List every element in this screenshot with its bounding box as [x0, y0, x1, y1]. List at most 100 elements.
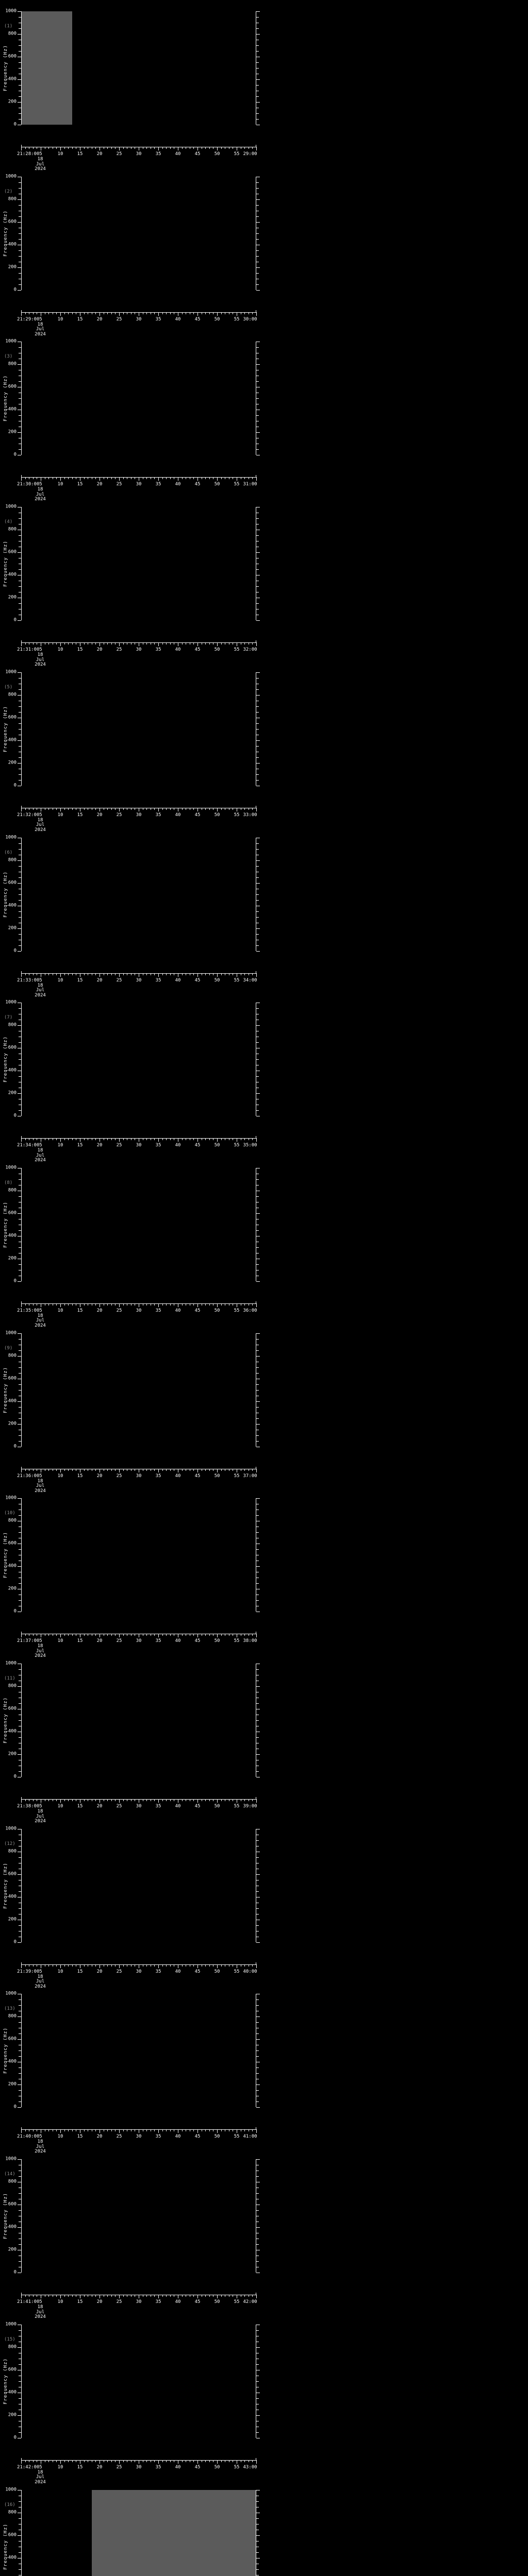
x-tick-label: 15 [77, 1804, 83, 1809]
x-tick [154, 973, 155, 975]
y-tick-label: 1000 [5, 8, 16, 14]
x-tick [162, 147, 163, 149]
y-tick [256, 2193, 259, 2194]
x-tick [25, 2129, 26, 2132]
x-tick [193, 1138, 194, 1141]
x-tick-label: 5 [39, 316, 42, 322]
x-tick [21, 973, 22, 977]
y-tick [19, 917, 21, 918]
x-tick [221, 312, 222, 314]
x-tick [162, 2295, 163, 2297]
x-tick [64, 1138, 65, 1141]
x-tick [32, 147, 34, 149]
y-tick-label: 1000 [5, 1330, 16, 1336]
y-tick [256, 2033, 259, 2035]
y-tick [256, 694, 260, 696]
y-tick [18, 2415, 21, 2416]
x-axis-date-label: 18 Jul 2024 [35, 983, 46, 998]
x-tick [84, 1799, 85, 1801]
x-tick [48, 642, 50, 645]
x-tick [21, 147, 22, 150]
x-tick [95, 1634, 96, 1636]
x-tick [123, 973, 124, 975]
x-tick [21, 2460, 22, 2464]
y-tick [18, 1093, 21, 1094]
x-tick [244, 2295, 245, 2297]
y-tick [256, 728, 259, 730]
x-tick-label: 25 [116, 1143, 122, 1148]
y-tick [256, 449, 259, 450]
y-tick [256, 1372, 259, 1374]
y-tick [19, 1435, 21, 1436]
y-tick [18, 1025, 21, 1026]
y-tick [256, 2535, 260, 2536]
x-tick-label: 25 [116, 1308, 122, 1313]
y-tick [256, 951, 260, 952]
date-line: 2024 [35, 331, 46, 337]
y-tick-label: 1000 [5, 1660, 16, 1666]
x-tick [217, 1964, 218, 1968]
y-tick [19, 28, 21, 29]
x-tick [72, 1634, 73, 1636]
x-tick [64, 2295, 65, 2297]
x-tick [48, 2295, 50, 2297]
y-tick [256, 689, 259, 690]
x-tick-label: 35 [155, 482, 161, 487]
x-tick [162, 2460, 163, 2462]
y-tick [256, 199, 260, 200]
x-tick [119, 642, 120, 647]
x-tick [170, 973, 171, 975]
y-tick-label: 400 [8, 1398, 16, 1404]
x-tick-label: 45 [194, 1804, 201, 1809]
plot-area: 0 200 400 600 800 1000 Frequency (Hz) [3, 2157, 260, 2275]
y-tick [18, 1281, 21, 1282]
y-tick-label: 800 [8, 857, 16, 862]
y-tick [19, 68, 21, 69]
x-tick [193, 973, 194, 975]
x-tick [95, 1964, 96, 1967]
x-tick [166, 973, 167, 975]
x-tick [217, 973, 218, 977]
y-tick [19, 2381, 21, 2382]
x-tick [68, 1303, 69, 1306]
y-tick-label: 400 [8, 737, 16, 743]
x-tick [244, 1138, 245, 1141]
x-tick [95, 2295, 96, 2297]
panel-index-label: (6) [4, 850, 13, 855]
x-tick-label: 20 [96, 647, 103, 653]
x-tick [95, 1468, 96, 1471]
x-tick [209, 642, 210, 645]
y-tick [256, 51, 259, 52]
x-tick [115, 2295, 116, 2297]
x-tick [32, 1964, 34, 1967]
x-tick [21, 477, 22, 481]
x-tick-label: 40 [175, 977, 181, 983]
x-tick [119, 1799, 120, 1803]
y-tick-label: 600 [8, 1540, 16, 1546]
y-tick [19, 256, 21, 257]
x-tick-label: 55 [234, 977, 240, 983]
x-tick [107, 642, 108, 645]
x-tick [115, 477, 116, 480]
x-tick [123, 2129, 124, 2132]
x-tick-label: 10 [57, 1804, 63, 1809]
x-tick [111, 477, 112, 480]
x-tick [154, 807, 155, 810]
y-tick [19, 398, 21, 399]
x-tick [123, 1634, 124, 1636]
y-tick [256, 740, 260, 741]
y-tick [19, 2501, 21, 2502]
x-tick [252, 1138, 253, 1141]
y-tick [19, 1338, 21, 1340]
y-tick [256, 1669, 259, 1670]
x-tick-label: 40 [175, 1308, 181, 1313]
x-tick [256, 1468, 257, 1472]
x-tick [68, 2295, 69, 2297]
y-tick [256, 917, 259, 918]
date-line: 18 [37, 2139, 43, 2145]
x-tick [95, 1799, 96, 1801]
date-line: 18 [37, 1478, 43, 1484]
y-tick [19, 866, 21, 867]
x-tick [205, 1303, 206, 1306]
x-tick [21, 1799, 22, 1803]
